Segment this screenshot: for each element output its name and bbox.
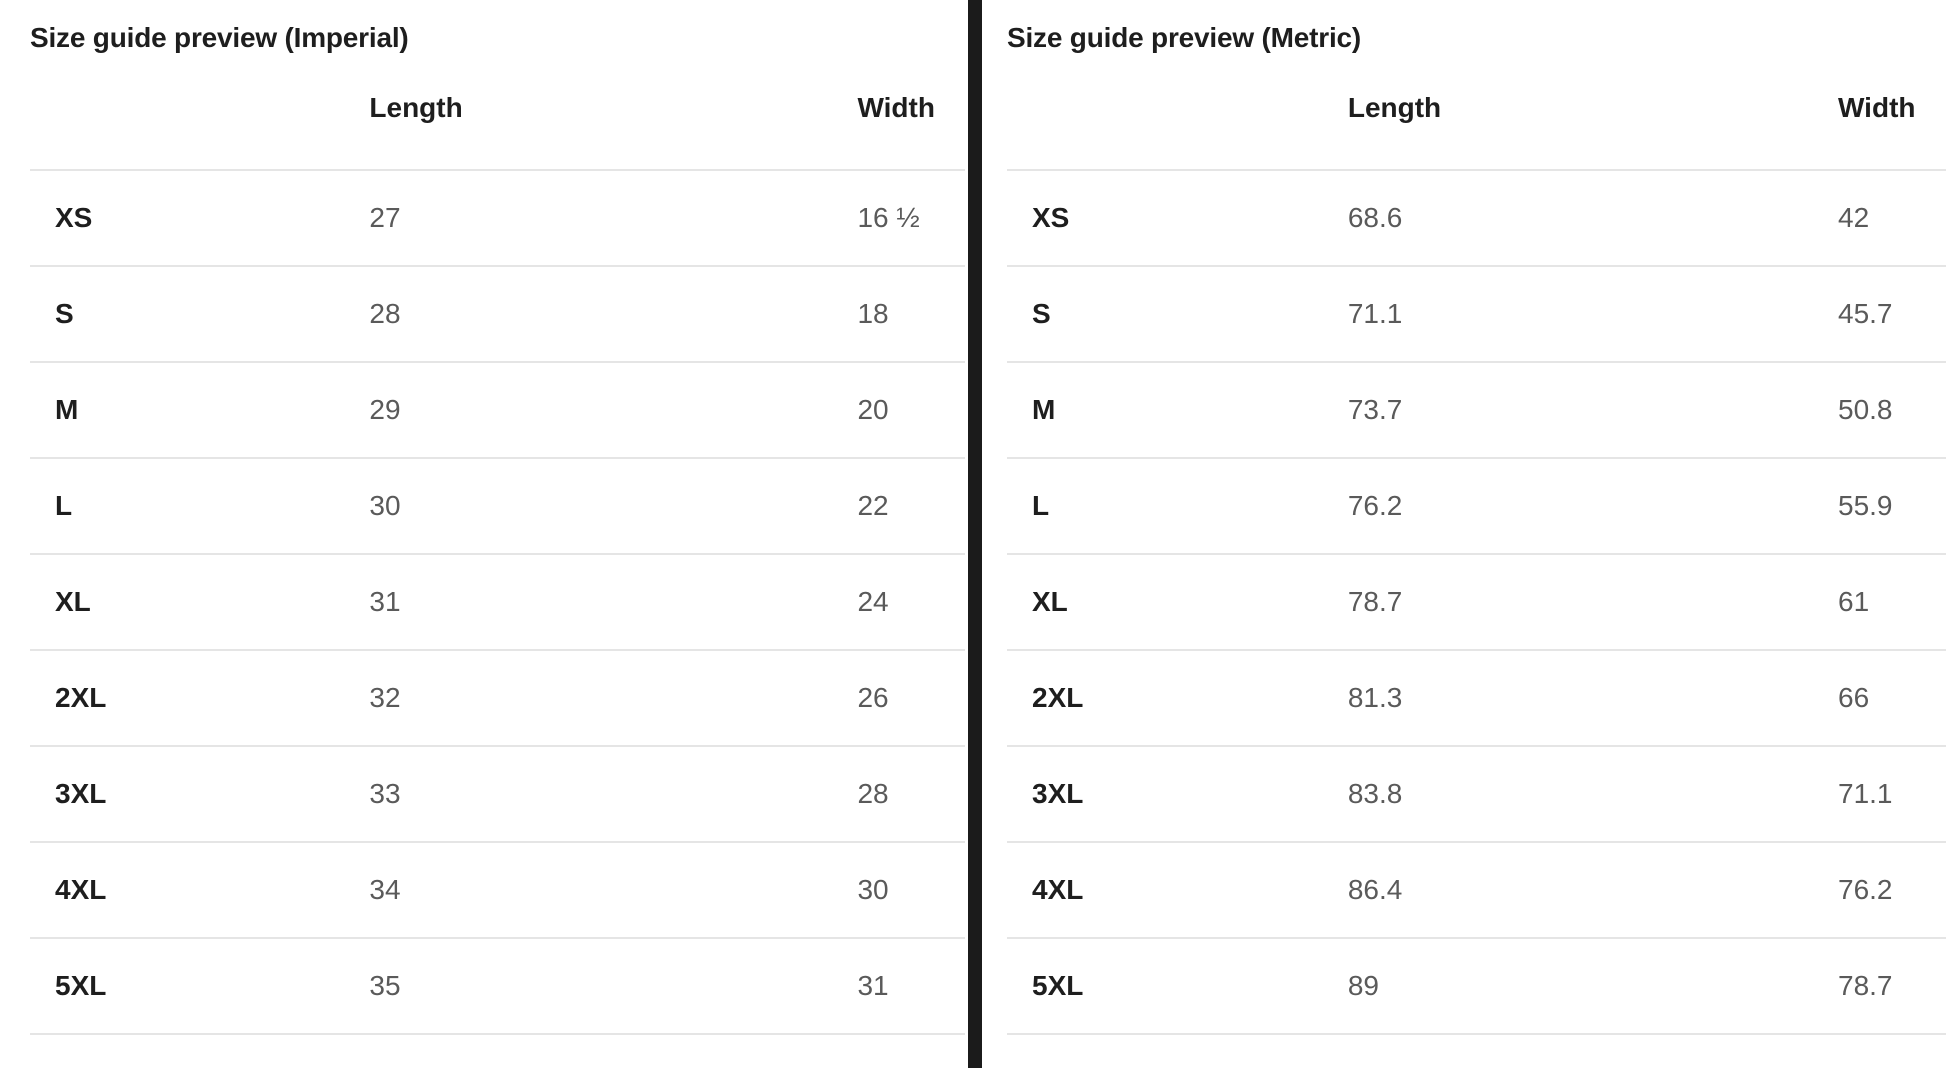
size-table-imperial: Length Width XS 27 16 ½ S 28 18 M 29 20 L 30 22 XL 31… (30, 55, 965, 1035)
width-cell: 22 (857, 458, 965, 555)
size-cell: 4XL (30, 842, 370, 939)
header-row: Length Width (30, 55, 965, 171)
size-cell: L (30, 458, 370, 555)
width-cell: 55.9 (1838, 458, 1946, 555)
width-cell: 30 (857, 842, 965, 939)
table-row: XL 78.7 61 (1007, 554, 1946, 651)
column-header-width: Width (1838, 55, 1946, 171)
table-row: 2XL 81.3 66 (1007, 650, 1946, 747)
length-cell: 86.4 (1347, 842, 1838, 939)
length-cell: 35 (369, 938, 858, 1035)
column-header-length: Length (1347, 55, 1838, 171)
width-cell: 24 (857, 554, 965, 651)
width-cell: 61 (1838, 554, 1946, 651)
length-cell: 81.3 (1347, 650, 1838, 747)
table-row: 5XL 35 31 (30, 938, 965, 1035)
size-cell: 5XL (1007, 938, 1348, 1035)
width-cell: 42 (1838, 170, 1946, 267)
size-cell: XL (1007, 554, 1348, 651)
size-cell: 5XL (30, 938, 370, 1035)
table-row: XS 27 16 ½ (30, 170, 965, 267)
metric-panel: Size guide preview (Metric) Length Width… (982, 0, 1946, 1068)
column-header-size (1007, 55, 1348, 171)
vertical-divider (968, 0, 982, 1068)
panel-title-metric: Size guide preview (Metric) (1007, 22, 1362, 53)
table-row: XS 68.6 42 (1007, 170, 1946, 267)
length-cell: 73.7 (1347, 362, 1838, 459)
size-cell: XL (30, 554, 370, 651)
length-cell: 28 (369, 266, 858, 363)
size-cell: XS (30, 170, 370, 267)
length-cell: 33 (369, 746, 858, 843)
size-cell: 3XL (30, 746, 370, 843)
width-cell: 16 ½ (857, 170, 965, 267)
size-cell: 4XL (1007, 842, 1348, 939)
panel-title-imperial: Size guide preview (Imperial) (30, 22, 409, 53)
table-row: M 29 20 (30, 362, 965, 459)
length-cell: 31 (369, 554, 858, 651)
width-cell: 50.8 (1838, 362, 1946, 459)
length-cell: 34 (369, 842, 858, 939)
length-cell: 71.1 (1347, 266, 1838, 363)
length-cell: 76.2 (1347, 458, 1838, 555)
size-cell: XS (1007, 170, 1348, 267)
column-header-width: Width (857, 55, 965, 171)
size-cell: L (1007, 458, 1348, 555)
width-cell: 71.1 (1838, 746, 1946, 843)
size-table-metric: Length Width XS 68.6 42 S 71.1 45.7 M 73.7 50.8 L… (1007, 55, 1946, 1035)
length-cell: 30 (369, 458, 858, 555)
table-row: 4XL 86.4 76.2 (1007, 842, 1946, 939)
length-cell: 89 (1347, 938, 1838, 1035)
table-row: XL 31 24 (30, 554, 965, 651)
table-row: 4XL 34 30 (30, 842, 965, 939)
size-cell: S (30, 266, 370, 363)
width-cell: 18 (857, 266, 965, 363)
length-cell: 27 (369, 170, 858, 267)
table-row: L 76.2 55.9 (1007, 458, 1946, 555)
width-cell: 28 (857, 746, 965, 843)
table-row: 5XL 89 78.7 (1007, 938, 1946, 1035)
column-header-size (30, 55, 370, 171)
size-cell: M (30, 362, 370, 459)
table-row: 2XL 32 26 (30, 650, 965, 747)
width-cell: 31 (857, 938, 965, 1035)
table-row: 3XL 33 28 (30, 746, 965, 843)
size-cell: M (1007, 362, 1348, 459)
table-row: S 28 18 (30, 266, 965, 363)
table-row: 3XL 83.8 71.1 (1007, 746, 1946, 843)
length-cell: 68.6 (1347, 170, 1838, 267)
column-header-length: Length (369, 55, 858, 171)
table-row: M 73.7 50.8 (1007, 362, 1946, 459)
width-cell: 26 (857, 650, 965, 747)
length-cell: 83.8 (1347, 746, 1838, 843)
imperial-panel: Size guide preview (Imperial) Length Wid… (0, 0, 968, 1068)
width-cell: 66 (1838, 650, 1946, 747)
size-cell: 2XL (30, 650, 370, 747)
size-cell: 2XL (1007, 650, 1348, 747)
table-row: L 30 22 (30, 458, 965, 555)
table-row: S 71.1 45.7 (1007, 266, 1946, 363)
size-cell: 3XL (1007, 746, 1348, 843)
width-cell: 76.2 (1838, 842, 1946, 939)
length-cell: 29 (369, 362, 858, 459)
length-cell: 32 (369, 650, 858, 747)
width-cell: 20 (857, 362, 965, 459)
width-cell: 78.7 (1838, 938, 1946, 1035)
width-cell: 45.7 (1838, 266, 1946, 363)
size-cell: S (1007, 266, 1348, 363)
length-cell: 78.7 (1347, 554, 1838, 651)
header-row: Length Width (1007, 55, 1946, 171)
